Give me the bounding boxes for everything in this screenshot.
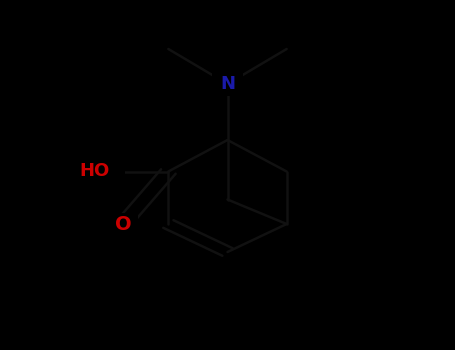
Text: O: O — [115, 215, 131, 233]
FancyBboxPatch shape — [108, 212, 137, 235]
Text: HO: HO — [79, 162, 109, 181]
FancyBboxPatch shape — [212, 72, 243, 96]
FancyBboxPatch shape — [66, 160, 125, 183]
Text: N: N — [220, 75, 235, 93]
